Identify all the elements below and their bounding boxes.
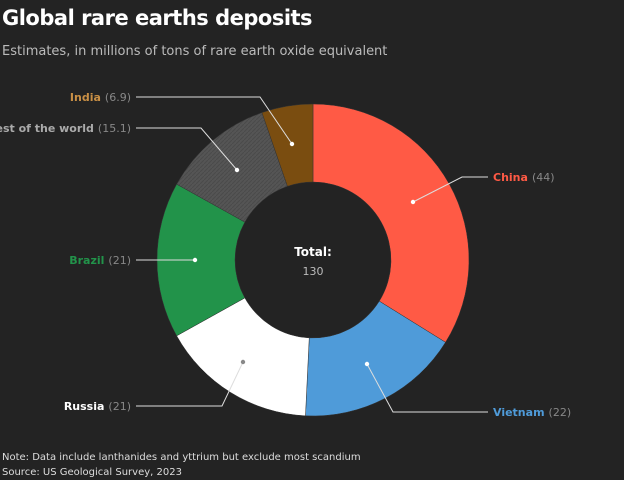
slice-label: China (44) [493, 171, 555, 184]
slice-label: Rest of the world (15.1) [0, 122, 131, 135]
leader-dot [240, 359, 246, 365]
slice-label-name: Vietnam [493, 406, 545, 419]
slice-label-name: Brazil [69, 254, 104, 267]
slice-label-name: Rest of the world [0, 122, 94, 135]
leader-dot [289, 141, 295, 147]
slice-label-value: (44) [532, 171, 555, 184]
note-text: Note: Data include lanthanides and yttri… [2, 452, 361, 463]
center-label: Total: [294, 245, 332, 259]
leader-dot [364, 361, 370, 367]
leader-dot [410, 199, 416, 205]
leader-line [136, 96, 293, 145]
slice-label: Brazil (21) [69, 254, 131, 267]
slice-label-value: (21) [108, 400, 131, 413]
slice-label: Russia (21) [64, 400, 131, 413]
slice-label-value: (21) [108, 254, 131, 267]
notes: Note: Data include lanthanides and yttri… [2, 450, 361, 480]
slice-label-name: Russia [64, 400, 105, 413]
center-value: 130 [303, 265, 324, 278]
source-text: Source: US Geological Survey, 2023 [2, 467, 182, 478]
chart-subtitle: Estimates, in millions of tons of rare e… [2, 44, 388, 59]
slice-china [312, 103, 470, 343]
slice-label-value: (22) [549, 406, 572, 419]
slice-label-name: India [70, 91, 101, 104]
slice-russia [176, 297, 310, 417]
slice-label: Vietnam (22) [493, 406, 571, 419]
leader-line [412, 176, 488, 203]
leader-line [366, 363, 488, 413]
chart-title: Global rare earths deposits [2, 6, 313, 30]
slice-label-value: (15.1) [98, 122, 131, 135]
leader-line [136, 127, 238, 171]
slice-brazil [156, 183, 246, 337]
leader-dot [234, 167, 240, 173]
leader-dot [192, 257, 198, 263]
slice-label-value: (6.9) [105, 91, 131, 104]
slice-label-name: China [493, 171, 528, 184]
slice-india [261, 103, 314, 187]
slice-label: India (6.9) [70, 91, 131, 104]
leader-line [136, 361, 244, 407]
